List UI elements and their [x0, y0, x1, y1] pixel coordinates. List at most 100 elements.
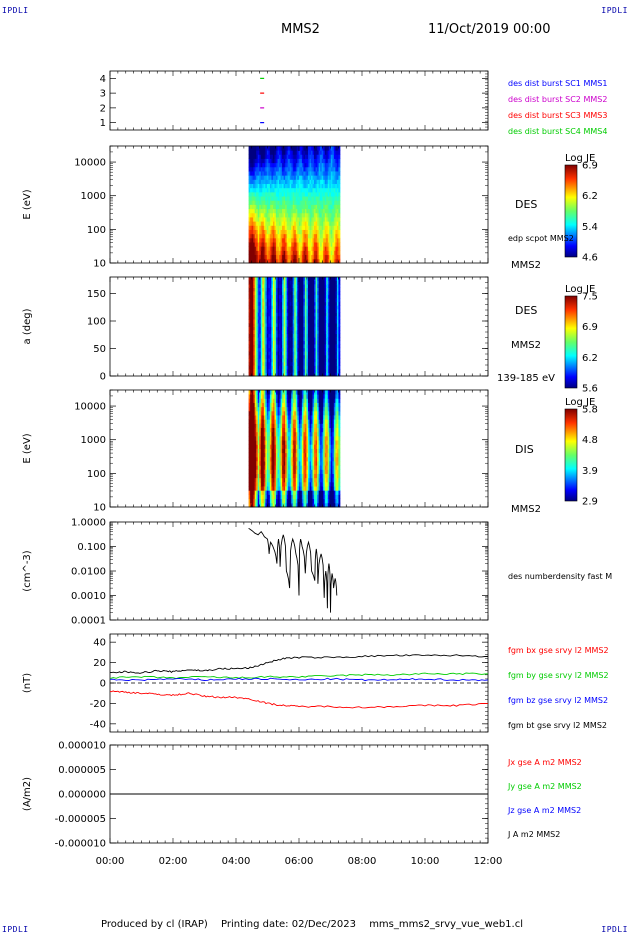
- spectrogram-cell: [259, 208, 262, 214]
- spectrogram-cell: [300, 390, 303, 395]
- spectrogram-cell: [259, 246, 262, 251]
- spectrogram-cell: [311, 440, 313, 445]
- spectrogram-cell: [262, 179, 265, 185]
- spectrogram-cell: [294, 398, 297, 403]
- spectrogram-cell: [274, 365, 277, 370]
- spectrogram-cell: [248, 444, 251, 449]
- spectrogram-cell: [259, 333, 262, 338]
- spectrogram-cell: [260, 204, 263, 210]
- spectrogram-cell: [289, 308, 292, 313]
- spectrogram-cell: [304, 284, 307, 289]
- spectrogram-cell: [315, 337, 318, 342]
- spectrogram-cell: [315, 191, 318, 197]
- spectrogram-cell: [288, 237, 291, 243]
- spectrogram-cell: [314, 322, 316, 327]
- spectrogram-cell: [257, 312, 260, 317]
- spectrogram-cell: [306, 242, 309, 247]
- spectrogram-cell: [297, 486, 300, 491]
- spectrogram-cell: [276, 277, 278, 281]
- spectrogram-cell: [259, 452, 262, 458]
- spectrogram-cell: [315, 340, 318, 345]
- spectrogram-cell: [307, 498, 310, 504]
- spectrogram-cell: [295, 347, 298, 352]
- spectrogram-cell: [336, 162, 339, 168]
- spectrogram-cell: [291, 233, 294, 239]
- spectrogram-cell: [274, 308, 277, 313]
- spectrogram-cell: [301, 158, 304, 164]
- spectrogram-cell: [294, 146, 297, 151]
- spectrogram-cell: [248, 415, 251, 420]
- spectrogram-cell: [327, 200, 330, 205]
- spectrogram-cell: [335, 183, 338, 189]
- spectrogram-cell: [309, 287, 312, 292]
- spectrogram-cell: [269, 212, 272, 218]
- spectrogram-cell: [263, 490, 266, 495]
- spectrogram-cell: [314, 301, 316, 306]
- spectrogram-cell: [271, 250, 274, 256]
- spectrogram-cell: [289, 351, 292, 356]
- spectrogram-cell: [318, 150, 321, 155]
- spectrogram-cell: [256, 456, 259, 462]
- spectrogram-cell: [327, 354, 330, 359]
- spectrogram-cell: [282, 486, 285, 491]
- spectrogram-cell: [259, 337, 262, 342]
- spectrogram-cell: [265, 146, 268, 151]
- spectrogram-cell: [304, 221, 307, 226]
- spectrogram-cell: [298, 333, 301, 338]
- spectrogram-cell: [332, 196, 335, 201]
- spectrogram-cell: [292, 301, 295, 306]
- spectrogram-cell: [272, 233, 275, 239]
- spectrogram-cell: [280, 490, 283, 495]
- spectrogram-cell: [314, 308, 316, 313]
- spectrogram-cell: [248, 242, 251, 247]
- spectrogram-cell: [272, 146, 275, 151]
- spectrogram-cell: [286, 284, 289, 289]
- spectrogram-cell: [277, 490, 280, 495]
- spectrogram-cell: [330, 258, 333, 264]
- spectrogram-cell: [274, 440, 277, 445]
- spectrogram-cell: [283, 490, 286, 495]
- spectrogram-cell: [254, 486, 257, 491]
- spectrogram-cell: [262, 448, 265, 454]
- spectrogram-cell: [292, 217, 295, 222]
- spectrogram-cell: [259, 294, 262, 299]
- spectrogram-cell: [312, 204, 315, 210]
- spectrogram-cell: [256, 242, 259, 247]
- spectrogram-cell: [307, 431, 310, 437]
- spectrogram-cell: [329, 287, 332, 292]
- spectrogram-cell: [291, 196, 294, 201]
- spectrogram-cell: [256, 221, 259, 226]
- spectrogram-cell: [292, 183, 295, 189]
- spectrogram-cell: [257, 175, 260, 180]
- spectrogram-cell: [286, 250, 289, 256]
- spectrogram-cell: [324, 187, 327, 193]
- spectrogram-cell: [271, 448, 274, 454]
- spectrogram-cell: [265, 456, 268, 462]
- spectrogram-cell: [289, 301, 292, 306]
- spectrogram-cell: [269, 340, 272, 345]
- spectrogram-cell: [251, 208, 254, 214]
- spectrogram-cell: [286, 312, 289, 317]
- spectrogram-cell: [335, 217, 338, 222]
- spectrogram-cell: [263, 208, 266, 214]
- spectrogram-cell: [326, 196, 329, 201]
- spectrogram-cell: [272, 191, 275, 197]
- spectrogram-cell: [318, 158, 321, 164]
- spectrogram-cell: [292, 398, 295, 403]
- spectrogram-cell: [283, 166, 286, 172]
- spectrogram-cell: [277, 246, 280, 251]
- spectrogram-cell: [288, 179, 291, 185]
- spectrogram-cell: [326, 200, 329, 205]
- spectrogram-cell: [298, 435, 301, 441]
- spectrogram-cell: [260, 162, 263, 168]
- spectrogram-cell: [276, 254, 278, 260]
- spectrogram-cell: [269, 398, 272, 403]
- spectrogram-cell: [312, 308, 315, 313]
- spectrogram-cell: [315, 208, 318, 214]
- spectrogram-cell: [324, 166, 327, 172]
- spectrogram-cell: [280, 208, 283, 214]
- spectrogram-cell: [256, 308, 259, 313]
- spectrogram-cell: [266, 277, 269, 281]
- spectrogram-cell: [304, 461, 307, 466]
- spectrogram-cell: [254, 287, 257, 292]
